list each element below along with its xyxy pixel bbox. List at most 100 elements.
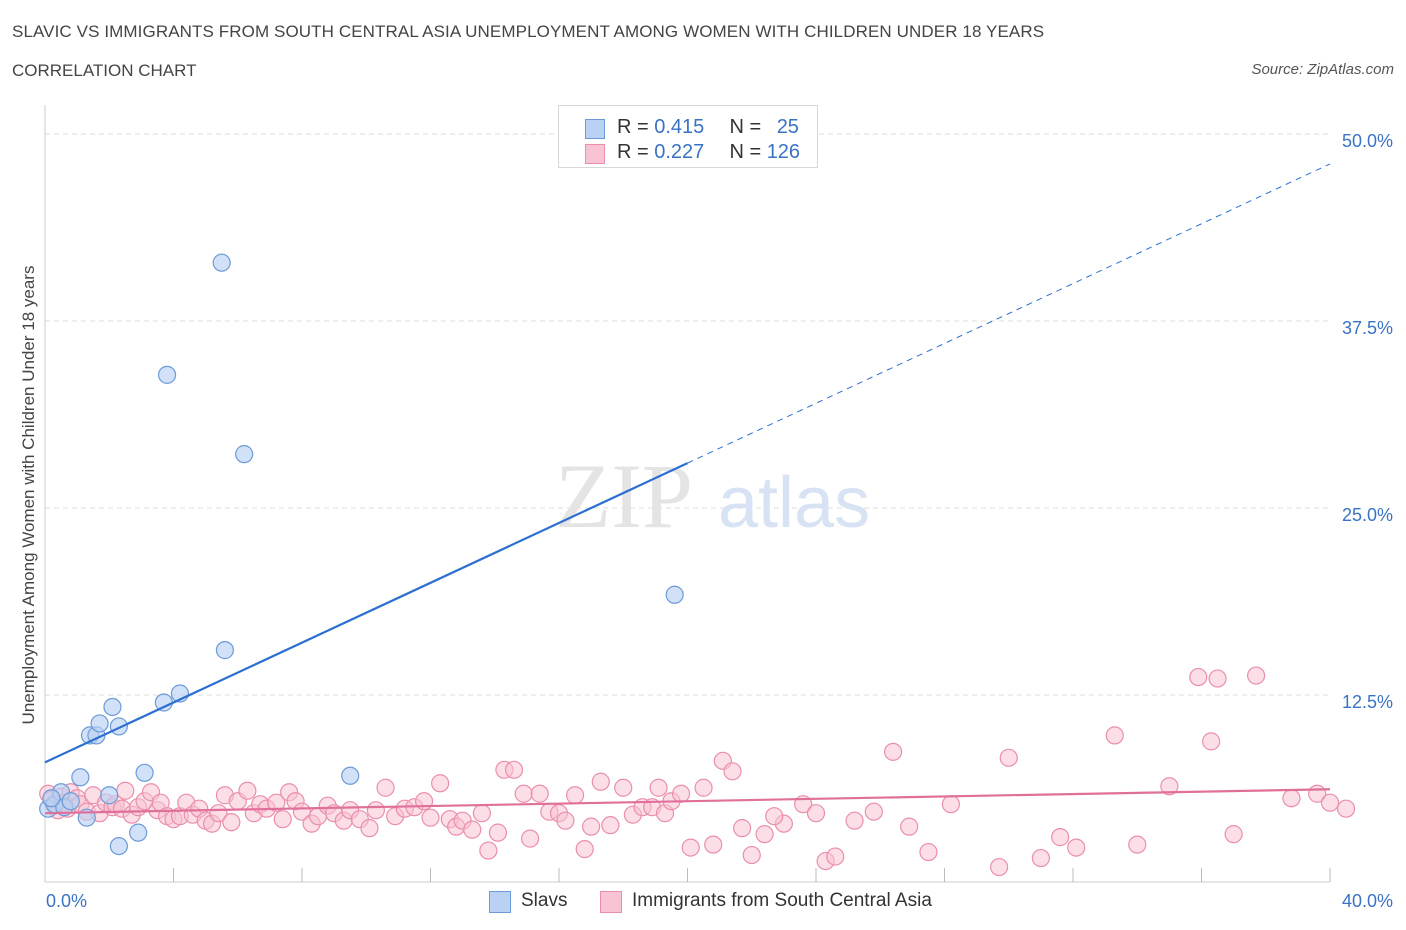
immigrants-point (742, 845, 761, 865)
immigrants-point (504, 760, 524, 779)
trend-lines (44, 163, 1331, 815)
immigrants-points (39, 666, 1356, 877)
immigrants-point (431, 774, 450, 793)
slavs-point (71, 768, 90, 787)
slavs-point (103, 697, 122, 717)
immigrants-point (582, 817, 601, 836)
immigrants-point (733, 819, 752, 838)
immigrants-point (826, 847, 845, 866)
immigrants-point (1051, 828, 1070, 847)
immigrants-point (1208, 669, 1227, 688)
legend-n-value-slavs: 25 (776, 116, 799, 138)
immigrants-point (514, 784, 533, 803)
immigrants-point (530, 784, 549, 803)
immigrants-point (488, 823, 508, 842)
y-tick-label: 37.5% (1342, 318, 1393, 338)
chart-title: SLAVIC VS IMMIGRANTS FROM SOUTH CENTRAL … (12, 22, 1045, 41)
legend-r-value-slavs: 0.415 (654, 116, 705, 138)
legend: R = 0.415 N = 25 R = 0.227 N = 126 (558, 105, 818, 168)
immigrants-point (472, 804, 491, 823)
immigrants-point (1105, 726, 1124, 745)
slavs-point (129, 823, 148, 842)
immigrants-point (1224, 825, 1243, 844)
immigrants-point (116, 781, 135, 800)
slavs-point (90, 714, 109, 733)
immigrants-point (591, 772, 610, 791)
slavs-point (135, 763, 154, 782)
immigrants-point (614, 778, 633, 797)
immigrants-point (1067, 838, 1086, 857)
slavs-trend-line (44, 462, 688, 764)
slavs-point (61, 792, 80, 811)
immigrants-point (723, 762, 742, 781)
slavs-point (215, 641, 234, 660)
legend-r-label: R = (617, 141, 655, 163)
immigrants-point (360, 819, 379, 838)
x-tick-label: 0.0% (46, 891, 87, 911)
immigrants-point (463, 820, 482, 839)
bottom-legend-swatch-slavs (489, 891, 511, 913)
immigrants-point (704, 835, 723, 854)
immigrants-point (649, 778, 668, 797)
slavs-point (154, 693, 173, 712)
slavs-point (109, 836, 128, 856)
bottom-legend-label-slavs: Slavs (521, 890, 568, 911)
immigrants-point (671, 784, 691, 803)
immigrants-point (883, 742, 903, 761)
immigrants-point (1189, 667, 1208, 687)
slavs-point (235, 445, 254, 464)
immigrants-point (1320, 793, 1340, 812)
slavs-point (100, 786, 119, 805)
immigrants-point (520, 829, 540, 848)
immigrants-point (565, 786, 585, 805)
immigrants-point (999, 748, 1018, 767)
immigrants-point (1336, 799, 1356, 818)
legend-r-label: R = (617, 116, 655, 138)
watermark-atlas: atlas (718, 463, 870, 543)
immigrants-point (421, 808, 440, 827)
slavs-point (212, 253, 231, 272)
immigrants-point (1160, 777, 1179, 796)
immigrants-point (267, 793, 286, 812)
immigrants-point (845, 811, 864, 830)
immigrants-point (765, 807, 784, 826)
immigrants-point (575, 839, 594, 859)
legend-r-value-immigrants: 0.227 (654, 141, 705, 163)
immigrants-point (376, 778, 395, 797)
immigrants-point (941, 795, 961, 814)
immigrants-point (238, 781, 257, 800)
slavs-trend-extension (687, 163, 1331, 464)
immigrants-point (601, 816, 620, 835)
immigrants-point (273, 810, 292, 829)
watermark-zip: ZIP (555, 445, 693, 547)
legend-n-value-immigrants: 126 (766, 141, 801, 163)
slavs-point (341, 766, 360, 785)
y-tick-label: 12.5% (1342, 692, 1393, 712)
source-attribution: Source: ZipAtlas.com (1251, 61, 1394, 78)
slavs-point (109, 717, 128, 736)
x-tick-label: 40.0% (1342, 891, 1393, 911)
immigrants-point (755, 825, 774, 844)
axis-layer: 0.0% 40.0% (44, 105, 1393, 911)
slavs-point (157, 365, 177, 384)
immigrants-point (990, 857, 1009, 877)
immigrants-point (1202, 732, 1221, 751)
legend-swatch-immigrants (585, 144, 605, 164)
bottom-legend-swatch-immigrants (600, 891, 622, 913)
y-axis-label: Unemployment Among Women with Children U… (19, 266, 38, 725)
legend-n-label: N = (729, 141, 767, 163)
immigrants-point (222, 813, 241, 832)
bottom-legend-label-immigrants: Immigrants from South Central Asia (632, 890, 932, 911)
immigrants-point (1282, 789, 1301, 808)
grid-layer: 12.5% 25.0% 37.5% 50.0% (45, 131, 1393, 712)
immigrants-point (556, 811, 575, 830)
immigrants-point (864, 802, 883, 821)
y-tick-label: 25.0% (1342, 505, 1393, 525)
y-tick-label: 50.0% (1342, 131, 1393, 151)
immigrants-point (1247, 666, 1266, 685)
immigrants-point (681, 838, 700, 857)
immigrants-point (900, 817, 919, 836)
legend-swatch-slavs (585, 119, 605, 139)
immigrants-point (1031, 848, 1050, 868)
legend-n-label: N = (729, 116, 767, 138)
